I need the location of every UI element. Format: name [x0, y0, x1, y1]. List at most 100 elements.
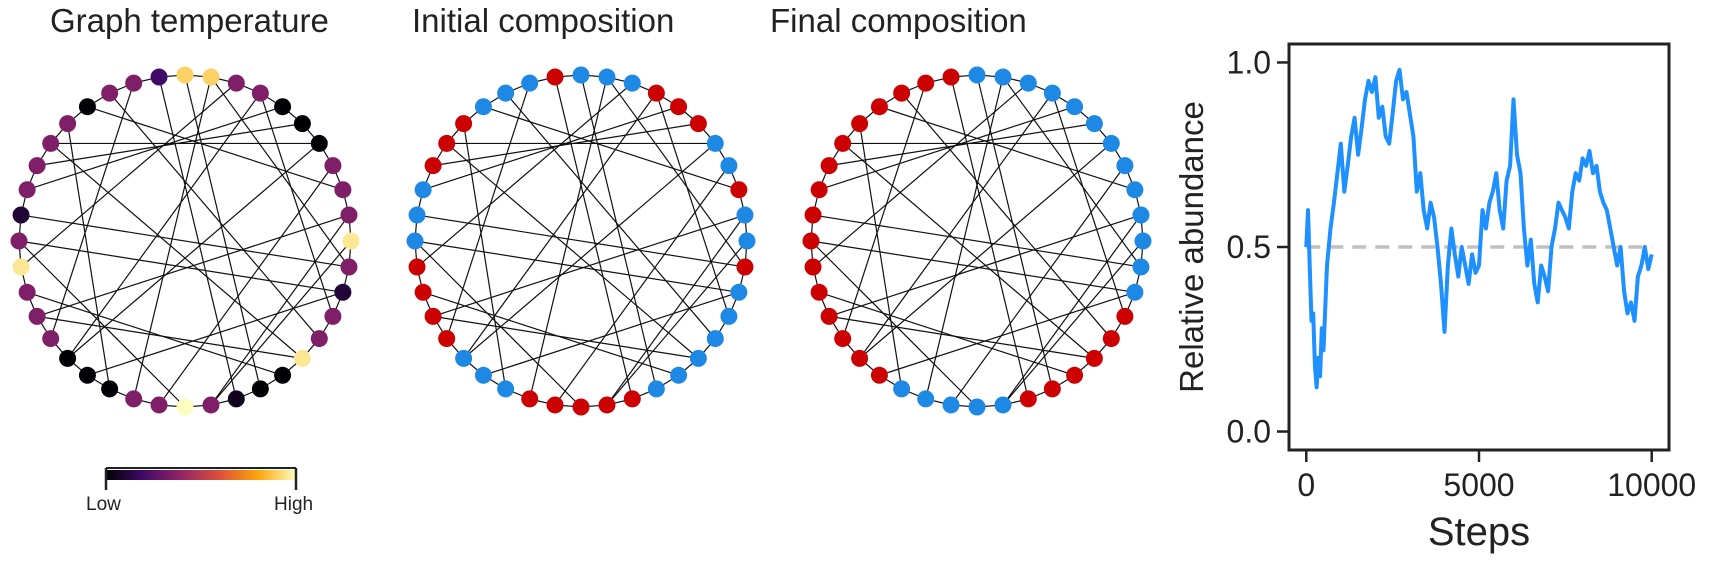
graph-edge [859, 92, 1053, 359]
graph-node [1066, 98, 1084, 116]
graph-node [340, 258, 358, 276]
graph-node [870, 366, 888, 384]
graph-edge [20, 82, 237, 268]
final-composition-graph [802, 66, 1152, 416]
graph-node [994, 68, 1012, 86]
graph-edge [87, 106, 344, 191]
graph-edge [36, 123, 303, 167]
graph-edge [210, 214, 350, 406]
graph-node [810, 181, 828, 199]
x-tick-label: 10000 [1607, 467, 1696, 503]
graph-node [1019, 74, 1037, 92]
graph-edge [18, 240, 343, 293]
graph-node [438, 330, 456, 348]
graph-node [736, 258, 754, 276]
graph-edge [950, 165, 1126, 406]
graph-node [497, 380, 515, 398]
graph-node [802, 232, 820, 250]
graph-edge [483, 106, 740, 191]
graph-node [968, 398, 986, 416]
graph-node [647, 380, 665, 398]
graph-node [917, 74, 935, 92]
graph-node [810, 283, 828, 301]
graph-node [834, 134, 852, 152]
graph-node [334, 283, 352, 301]
graph-node [1102, 134, 1120, 152]
graph-edge [416, 214, 746, 268]
graph-node [59, 349, 77, 367]
graph-edge [463, 142, 716, 359]
graph-node [1085, 115, 1103, 133]
graph-node [176, 66, 194, 84]
graph-node [942, 68, 960, 86]
graph-node [408, 206, 426, 224]
graph-node [202, 396, 220, 414]
graph-node [28, 157, 46, 175]
graph-edge [1051, 92, 1126, 317]
graph-node [689, 349, 707, 367]
graph-edge [554, 76, 633, 400]
graph-node [340, 206, 358, 224]
graph-edge [184, 74, 261, 390]
graph-edge [158, 165, 334, 406]
graph-edge [422, 291, 679, 376]
graph-node [251, 380, 269, 398]
graph-node [474, 366, 492, 384]
y-tick-label: 0.0 [1227, 414, 1271, 450]
abundance-series-line [1304, 67, 1654, 390]
graph-edge [810, 240, 1135, 293]
graph-edge [483, 291, 740, 376]
graph-node [202, 68, 220, 86]
graph-node [820, 157, 838, 175]
graph-edge [1002, 76, 1142, 268]
colorbar-low-label: Low [86, 494, 121, 515]
graph-node [1126, 283, 1144, 301]
graph-edge [828, 315, 1095, 359]
graph-edge [655, 92, 730, 317]
graph-edge [50, 82, 135, 339]
graph-node [572, 398, 590, 416]
graph-node [670, 366, 688, 384]
graph-edge [36, 315, 303, 359]
graph-edge [1002, 214, 1142, 406]
final-panel-title: Final composition [770, 2, 1027, 39]
graph-node [474, 98, 492, 116]
graph-node [406, 232, 424, 250]
y-tick-label: 0.5 [1227, 229, 1271, 265]
graph-edge [505, 92, 716, 339]
graph-edge [158, 76, 237, 400]
graph-edge [812, 214, 1142, 268]
graph-node [893, 84, 911, 102]
graph-node [125, 74, 143, 92]
graph-node [274, 98, 292, 116]
graph-edge [259, 92, 334, 317]
graph-edge [67, 92, 261, 359]
graph-node [78, 98, 96, 116]
graph-edge [446, 82, 531, 339]
graph-node [455, 349, 473, 367]
graph-node [670, 98, 688, 116]
graph-edge [818, 291, 1075, 376]
graph-edge [20, 214, 350, 268]
graph-node [647, 84, 665, 102]
graph-edge [67, 123, 111, 390]
graph-edge [859, 142, 1112, 359]
graph-node [293, 349, 311, 367]
graph-node [994, 396, 1012, 414]
graph-edge [879, 106, 1136, 191]
temperature-network-graph [10, 66, 360, 416]
graph-node [101, 380, 119, 398]
graph-node [101, 84, 119, 102]
graph-edge [606, 240, 748, 406]
graph-node [720, 307, 738, 325]
graph-node [1134, 232, 1152, 250]
graph-node [150, 68, 168, 86]
graph-node [546, 396, 564, 414]
graph-edge [976, 74, 1053, 390]
graph-node [917, 390, 935, 408]
graph-node [1132, 258, 1150, 276]
graph-edge [901, 92, 1112, 339]
y-axis-label: Relative abundance [1173, 101, 1210, 393]
graph-node [1043, 380, 1061, 398]
graph-node [1019, 390, 1037, 408]
